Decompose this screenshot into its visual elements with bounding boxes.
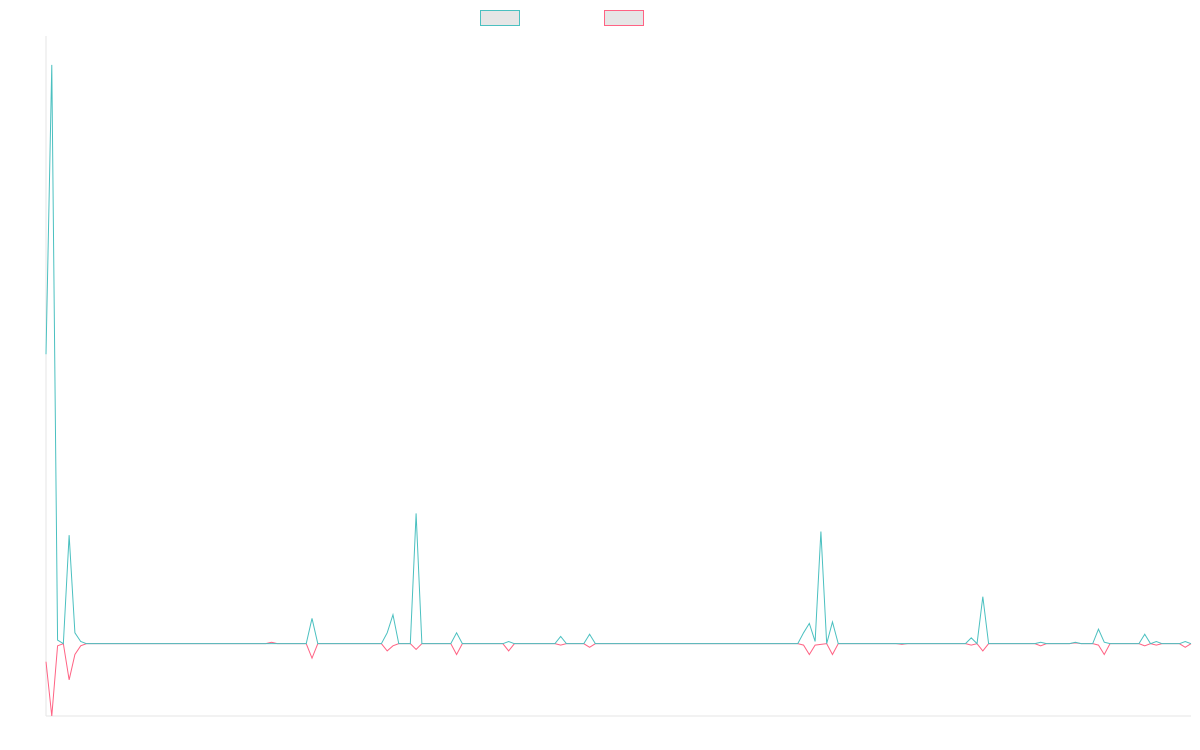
series-line-teal bbox=[45, 64, 1192, 645]
series-line-pink bbox=[45, 641, 1192, 717]
series-layer bbox=[45, 64, 1192, 717]
legend-item-pink[interactable] bbox=[604, 10, 650, 26]
legend-swatch-teal bbox=[480, 10, 520, 26]
legend-swatch-pink bbox=[604, 10, 644, 26]
legend-item-teal[interactable] bbox=[480, 10, 526, 26]
